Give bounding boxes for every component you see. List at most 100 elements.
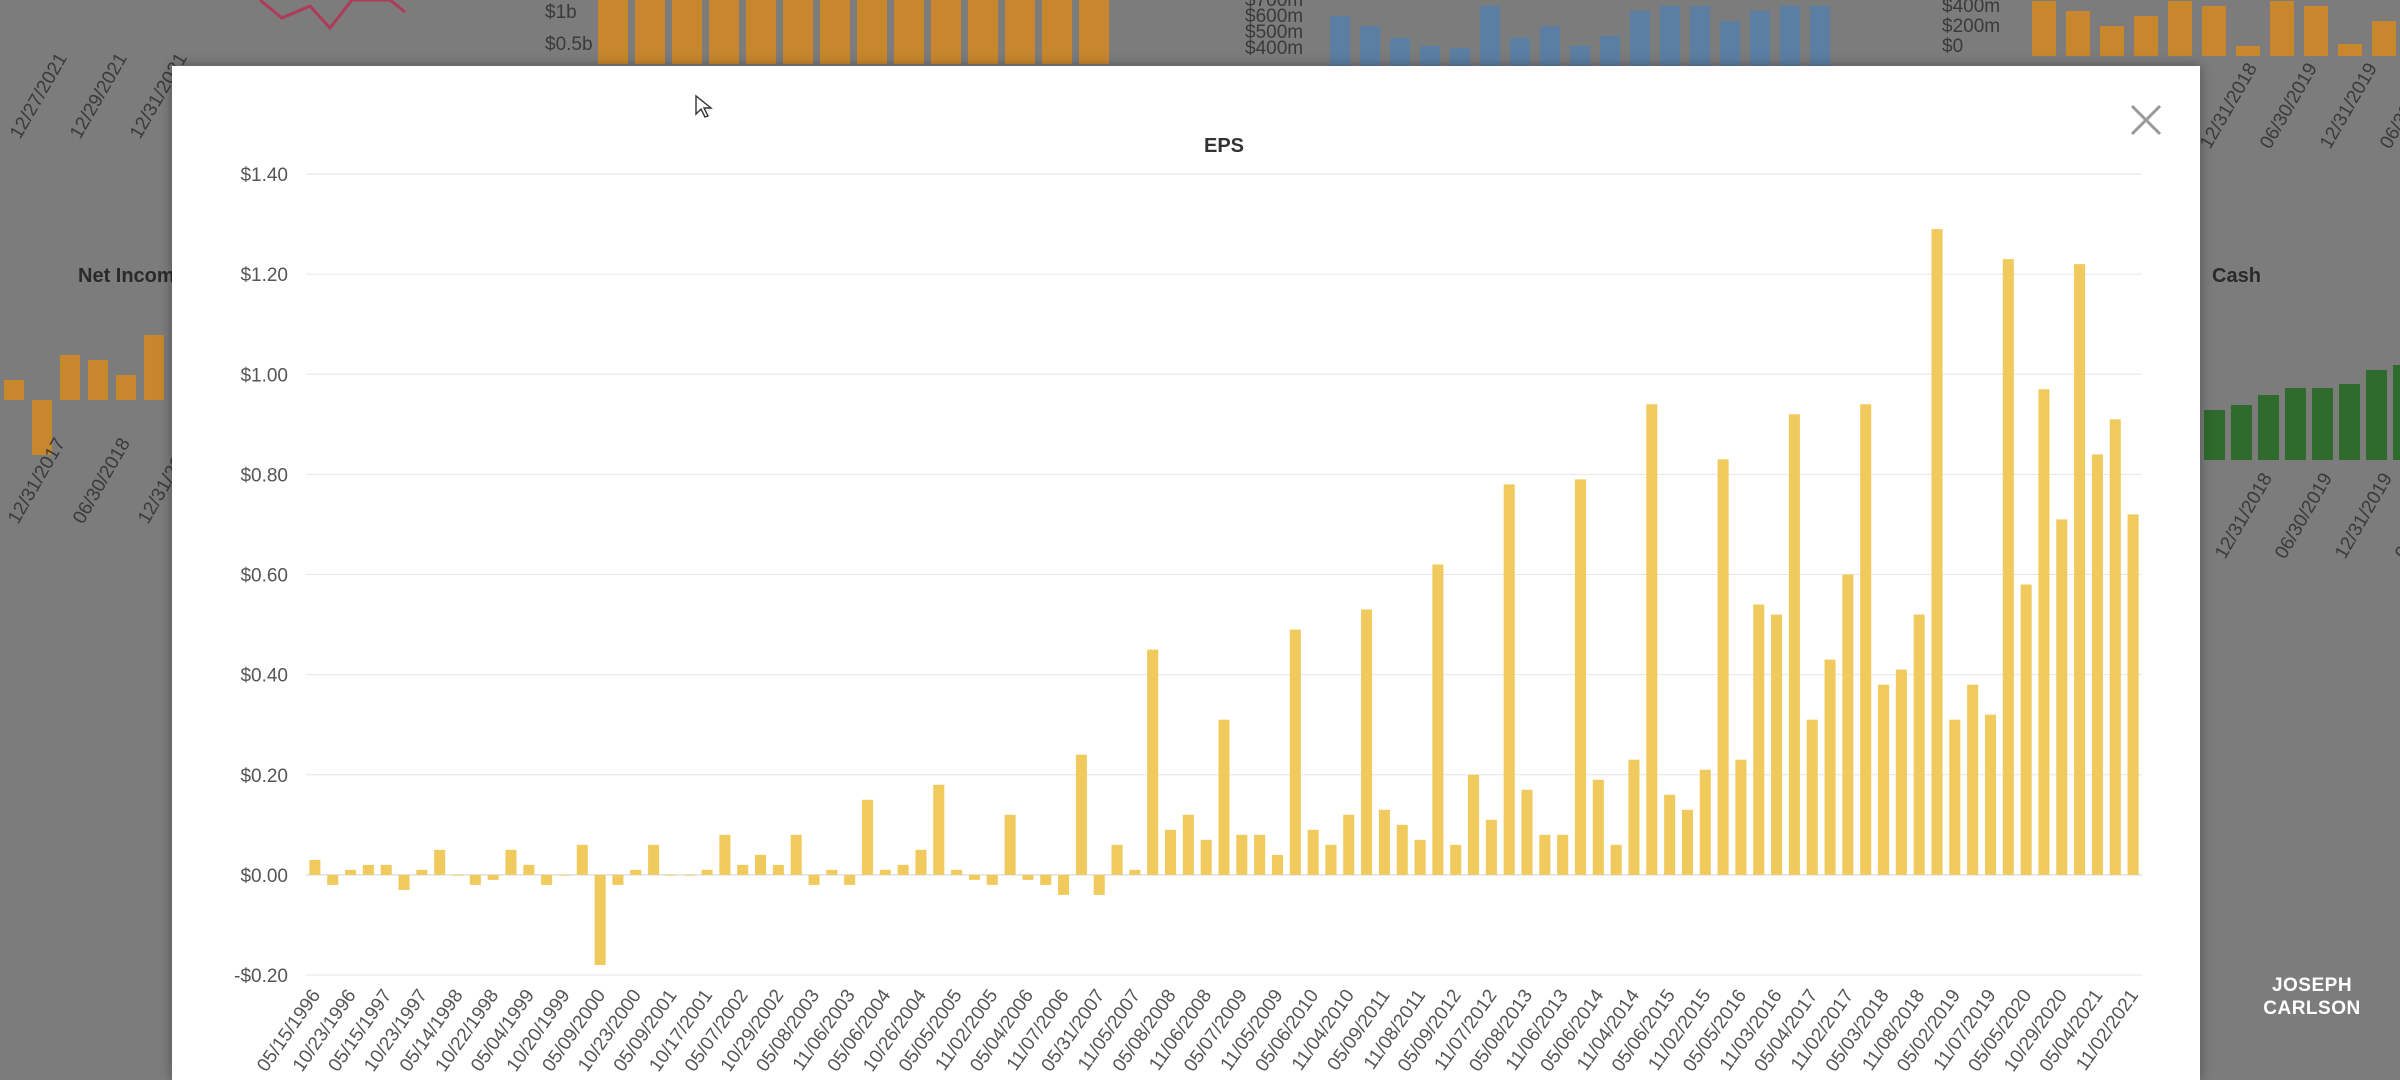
eps-bar	[1022, 874, 1034, 880]
bg-bar	[1079, 0, 1109, 64]
eps-bar	[986, 874, 998, 885]
eps-bar	[1468, 774, 1480, 875]
bg-bar	[857, 0, 887, 64]
eps-bar	[2038, 389, 2050, 875]
eps-bar	[1075, 754, 1087, 875]
bg-bar	[2393, 365, 2400, 460]
eps-bar	[1984, 714, 1997, 875]
y-tick-label: $1.40	[240, 165, 288, 186]
y-tick-label: $0.80	[240, 465, 288, 486]
eps-bar	[844, 874, 856, 885]
eps-bar	[1574, 479, 1587, 875]
bg-bar	[1540, 26, 1560, 66]
eps-bar	[380, 864, 392, 875]
eps-bar	[1361, 609, 1373, 875]
bg-bar	[598, 0, 628, 64]
eps-bar	[1378, 809, 1390, 875]
eps-bar	[951, 869, 963, 875]
bg-bar	[635, 0, 665, 64]
eps-bar	[683, 874, 695, 876]
bg-date-label: 12/27/2021	[6, 50, 72, 143]
mouse-pointer-icon	[695, 94, 713, 118]
eps-bar	[1004, 814, 1016, 875]
bg-bar	[2258, 395, 2279, 460]
eps-bar	[1735, 759, 1747, 875]
eps-bar	[737, 864, 749, 875]
bg-bar	[1630, 11, 1650, 66]
eps-bar	[1307, 829, 1319, 875]
bg-bar	[2312, 388, 2333, 460]
bg-axis-label: $200m	[1942, 16, 2000, 37]
eps-bar	[915, 849, 927, 875]
eps-bar	[1699, 769, 1711, 875]
eps-bar	[594, 874, 606, 965]
eps-bar	[576, 844, 588, 875]
bg-bar	[2202, 6, 2226, 56]
bg-bar	[2168, 1, 2192, 56]
eps-bar	[861, 799, 874, 875]
bg-bar	[1810, 6, 1830, 66]
eps-bar	[1842, 574, 1854, 875]
bg-bar	[1480, 6, 1500, 66]
bg-bar	[2270, 1, 2294, 56]
eps-bar	[1628, 759, 1640, 875]
bg-bar	[746, 0, 776, 64]
eps-bar	[755, 854, 767, 875]
eps-bar	[808, 874, 820, 885]
eps-bar	[309, 859, 321, 875]
bg-bar	[1750, 11, 1770, 66]
bg-bar	[1510, 38, 1530, 66]
eps-bar	[2020, 584, 2032, 875]
eps-bar	[1058, 874, 1070, 895]
eps-bar	[2091, 454, 2103, 875]
bg-bar	[1450, 48, 1470, 66]
eps-bar	[362, 864, 374, 875]
watermark: JOSEPH CARLSON	[2262, 974, 2362, 1020]
bg-date-label: 06/30/2019	[2256, 60, 2322, 153]
y-tick-label: $0.20	[240, 766, 288, 787]
eps-bar	[505, 849, 517, 875]
bg-bar	[4, 380, 24, 400]
bg-bar	[672, 0, 702, 64]
eps-bar	[1931, 229, 1943, 875]
y-tick-label: -$0.20	[234, 966, 288, 987]
bg-axis-label: $500m	[1245, 22, 1303, 43]
close-button[interactable]	[2122, 96, 2170, 144]
eps-bar	[1592, 779, 1604, 875]
bg-bar	[2066, 11, 2090, 56]
bg-bar	[2366, 370, 2387, 460]
bg-bar	[2372, 21, 2396, 56]
y-tick-label: $0.60	[240, 566, 288, 587]
eps-bar	[1771, 614, 1783, 875]
eps-bar	[1717, 459, 1729, 875]
eps-bar	[327, 874, 339, 885]
eps-bar	[1129, 869, 1141, 875]
bg-bar	[1005, 0, 1035, 64]
y-tick-label: $0.40	[240, 666, 288, 687]
eps-bar	[1753, 604, 1765, 875]
eps-bar	[879, 869, 891, 875]
bg-bar	[88, 360, 108, 400]
eps-bar	[345, 869, 357, 875]
bg-bar	[968, 0, 998, 64]
bg-bar	[2236, 46, 2260, 56]
bg-bar	[2285, 388, 2306, 460]
eps-bar	[1325, 844, 1337, 875]
eps-bar	[2002, 259, 2014, 875]
eps-bar	[1824, 659, 1836, 875]
eps-bar	[1913, 614, 1925, 875]
bg-date-label: 12/31/2018	[2211, 470, 2277, 563]
bg-bar	[2304, 6, 2328, 56]
eps-bar	[1414, 839, 1426, 875]
bg-date-label: 12/31/2019	[2331, 470, 2397, 563]
eps-bar	[1254, 834, 1266, 875]
eps-bar	[701, 869, 713, 875]
bg-bar	[1660, 6, 1680, 66]
bg-axis-label: $700m	[1245, 0, 1303, 11]
eps-bar	[897, 864, 909, 875]
y-tick-label: $1.20	[240, 265, 288, 286]
eps-bar	[1182, 814, 1194, 875]
bg-bar	[1780, 6, 1800, 66]
bg-bar	[144, 335, 164, 400]
bg-bar	[2204, 410, 2225, 460]
